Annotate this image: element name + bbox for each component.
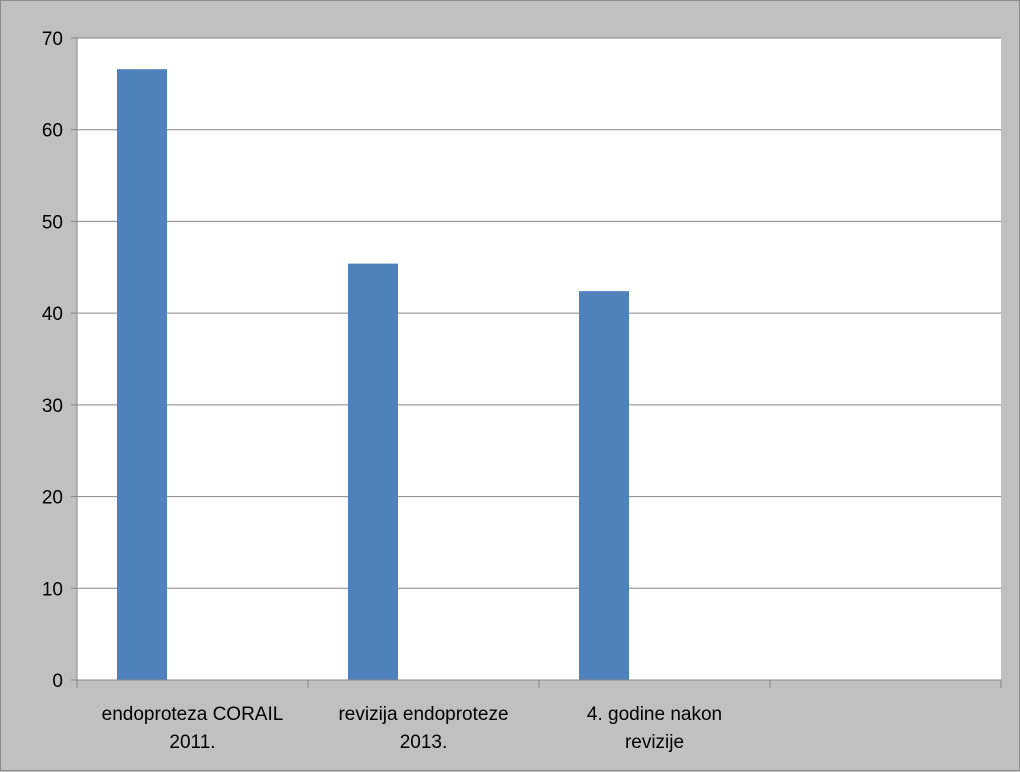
plot-area <box>77 38 1001 680</box>
y-tick-label: 10 <box>42 579 63 600</box>
y-tick-label: 0 <box>52 671 63 692</box>
y-tick-label: 70 <box>42 29 63 50</box>
bar-3 <box>579 291 629 680</box>
y-tick-label: 30 <box>42 396 63 417</box>
x-category-label: 4. godine nakon revizije <box>587 704 722 753</box>
y-tick-label: 20 <box>42 488 63 509</box>
bar-2 <box>348 263 398 680</box>
axis-labels: 0 10 20 30 40 50 60 70 endoproteza CORAIL 2011. re… <box>42 29 722 753</box>
grid-lines <box>77 37 1001 589</box>
y-tick-label: 40 <box>42 304 63 325</box>
x-category-label: endoproteza CORAIL 2011. <box>102 704 284 753</box>
bars <box>117 69 629 680</box>
x-category-label: revizija endoproteze 2013. <box>338 704 508 753</box>
y-tick-label: 50 <box>42 212 63 233</box>
axes <box>71 37 1002 688</box>
y-tick-label: 60 <box>42 121 63 142</box>
bar-1 <box>117 69 167 680</box>
